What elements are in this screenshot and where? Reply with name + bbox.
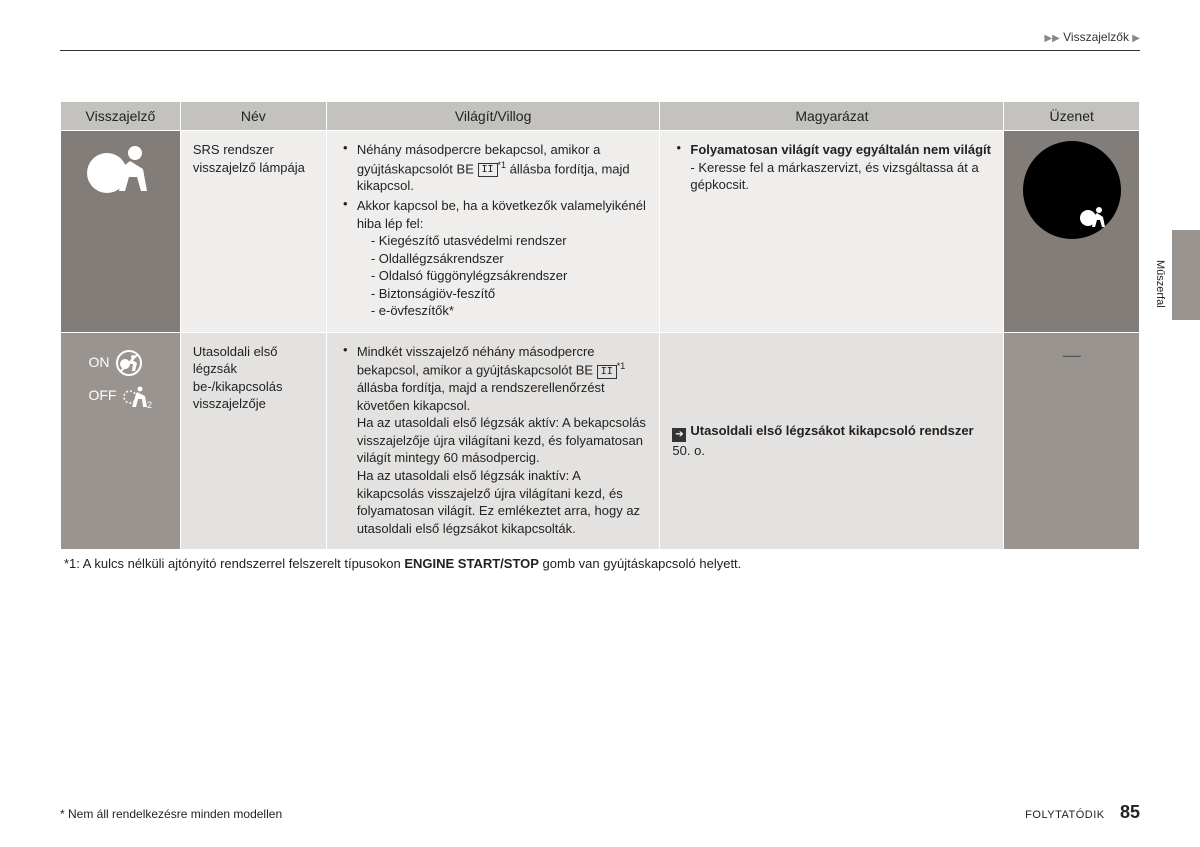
breadcrumb-arrow-icon: ▶	[1052, 33, 1060, 44]
side-tab-label: Műszerfal	[1154, 260, 1166, 308]
airbag-onoff-name-cell: Utasoldali első légzsák be-/kikapcsolás …	[180, 332, 326, 549]
airbag-off-row: OFF 2	[88, 383, 152, 409]
airbag-on-icon	[115, 349, 143, 377]
srs-message-icon	[1023, 141, 1121, 239]
sub-item: - Oldallégzsákrendszer	[357, 250, 648, 268]
no-message-dash: —	[1063, 345, 1081, 365]
light-paragraph: Ha az utasoldali első légzsák inaktív: A…	[357, 467, 648, 537]
th-indicator: Visszajelző	[61, 102, 181, 131]
breadcrumb: ▶▶ Visszajelzők ▶	[60, 30, 1140, 44]
list-item: Folyamatosan világít vagy egyáltalán nem…	[676, 141, 991, 194]
svg-text:2: 2	[147, 400, 152, 409]
side-thumb-tab	[1172, 230, 1200, 320]
sub-item: - e-övfeszítők*	[357, 302, 648, 320]
table-header-row: Visszajelző Név Világít/Villog Magyaráza…	[61, 102, 1140, 131]
airbag-onoff-explanation-cell: ➔Utasoldali első légzsákot kikapcsoló re…	[660, 332, 1004, 549]
link-arrow-icon: ➔	[672, 428, 686, 442]
srs-airbag-icon	[85, 141, 155, 201]
footer-right: FOLYTATÓDIK 85	[1025, 802, 1140, 823]
airbag-onoff-light-cell: Mindkét visszajelző néhány másodpercre b…	[326, 332, 660, 549]
airbag-off-icon: 2	[122, 383, 152, 409]
breadcrumb-arrow-icon: ▶	[1132, 33, 1140, 44]
sub-item: - Oldalsó függönylégzsákrendszer	[357, 267, 648, 285]
srs-light-cell: Néhány másodpercre bekapcsol, amikor a g…	[326, 131, 660, 333]
airbag-onoff-indicator-cell: ON OFF	[61, 332, 181, 549]
footer-left-note: * Nem áll rendelkezésre minden modellen	[60, 807, 282, 821]
breadcrumb-label: Visszajelzők	[1063, 30, 1129, 44]
page-number: 85	[1120, 802, 1140, 822]
page-container: ▶▶ Visszajelzők ▶ Visszajelző Név Világí…	[0, 0, 1200, 591]
ignition-ii-icon: II	[478, 163, 498, 177]
list-item: Néhány másodpercre bekapcsol, amikor a g…	[343, 141, 648, 195]
footnote-1: *1: A kulcs nélküli ajtónyitó rendszerre…	[60, 556, 1140, 571]
srs-message-cell	[1004, 131, 1140, 333]
list-item: Akkor kapcsol be, ha a következők valame…	[343, 197, 648, 320]
list-item: Mindkét visszajelző néhány másodpercre b…	[343, 343, 648, 537]
on-label: ON	[88, 353, 109, 372]
airbag-on-row: ON	[88, 349, 152, 377]
sub-item: - Biztonságiöv-feszítő	[357, 285, 648, 303]
off-label: OFF	[88, 386, 116, 405]
sub-item: - Kiegészítő utasvédelmi rendszer	[357, 232, 648, 250]
ignition-ii-icon: II	[597, 365, 617, 379]
indicators-table: Visszajelző Név Világít/Villog Magyaráza…	[60, 101, 1140, 550]
th-explanation: Magyarázat	[660, 102, 1004, 131]
table-row: SRS rendszer visszajelző lámpája Néhány …	[61, 131, 1140, 333]
light-paragraph: Ha az utasoldali első légzsák aktív: A b…	[357, 414, 648, 467]
srs-explanation-cell: Folyamatosan világít vagy egyáltalán nem…	[660, 131, 1004, 333]
airbag-onoff-message-cell: —	[1004, 332, 1140, 549]
continued-label: FOLYTATÓDIK	[1025, 809, 1104, 821]
cross-ref: ➔Utasoldali első légzsákot kikapcsoló re…	[672, 422, 991, 460]
srs-name-cell: SRS rendszer visszajelző lámpája	[180, 131, 326, 333]
th-light: Világít/Villog	[326, 102, 660, 131]
srs-indicator-cell	[61, 131, 181, 333]
th-name: Név	[180, 102, 326, 131]
breadcrumb-arrow-icon: ▶	[1044, 33, 1052, 44]
th-message: Üzenet	[1004, 102, 1140, 131]
table-row: ON OFF	[61, 332, 1140, 549]
top-rule	[60, 50, 1140, 51]
page-footer: * Nem áll rendelkezésre minden modellen …	[60, 802, 1140, 823]
